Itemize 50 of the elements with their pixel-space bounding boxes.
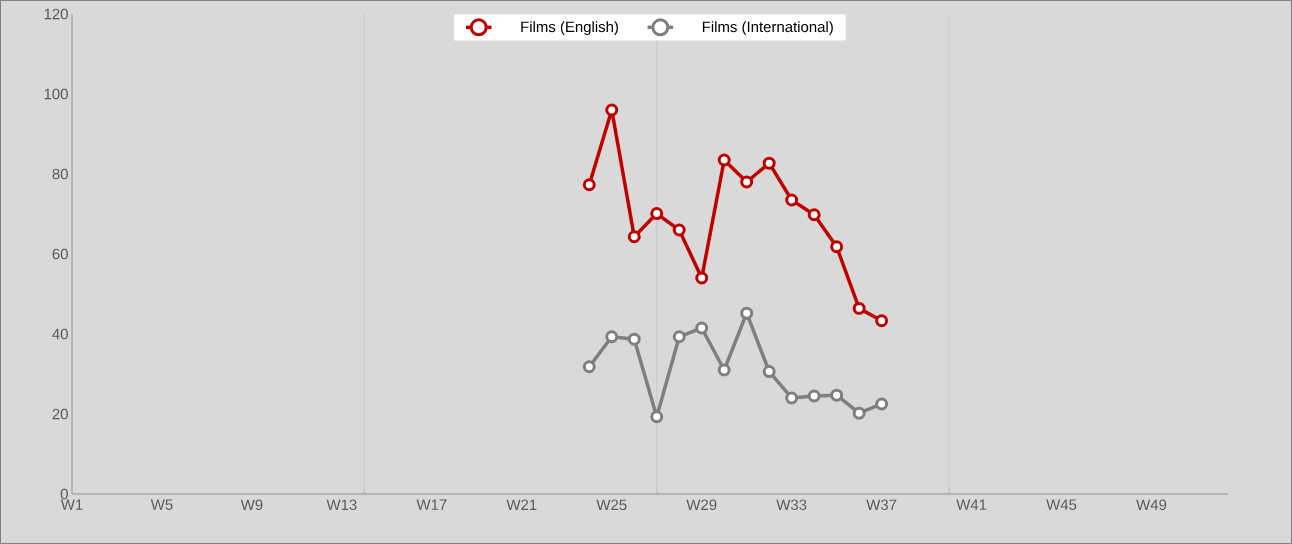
point	[762, 156, 776, 170]
legend-label: Films (International)	[702, 21, 833, 36]
x-tick-label: W5	[150, 499, 173, 510]
point	[875, 397, 889, 411]
x-tick-label: W1	[60, 499, 83, 510]
point	[582, 360, 596, 374]
x-tick-label: W9	[240, 499, 263, 511]
x-tick-label: W17	[416, 499, 447, 510]
point	[717, 363, 731, 377]
x-tick-label: W33	[776, 499, 807, 511]
point	[852, 301, 866, 315]
x-tick-label: W41	[956, 499, 987, 510]
point	[830, 388, 844, 402]
point	[605, 330, 619, 344]
x-tick-label: W25	[596, 499, 627, 511]
point	[740, 306, 754, 320]
point	[672, 330, 686, 344]
y-tick-label: 20	[52, 408, 68, 420]
x-tick-label: W45	[1046, 499, 1077, 510]
point	[852, 406, 866, 420]
y-tick-label: 120	[44, 8, 68, 20]
point	[695, 271, 709, 285]
y-tick-label: 100	[44, 88, 68, 100]
point	[582, 178, 596, 192]
y-tick-label: 40	[52, 328, 68, 340]
point	[740, 175, 754, 189]
point	[717, 153, 731, 167]
x-tick-label: W29	[686, 499, 717, 511]
y-tick-label: 60	[52, 248, 68, 260]
point	[627, 332, 641, 346]
y-tick-label: 0	[60, 488, 68, 500]
point	[785, 391, 799, 405]
point	[807, 389, 821, 403]
point	[605, 103, 619, 117]
point	[650, 410, 664, 424]
point	[785, 193, 799, 207]
x-tick-label: W49	[1136, 499, 1167, 511]
point	[650, 207, 664, 221]
point	[762, 365, 776, 379]
point	[830, 240, 844, 254]
x-tick-label: W37	[866, 499, 897, 511]
x-tick-label: W13	[326, 499, 357, 511]
point	[807, 208, 821, 222]
x-tick-label: W21	[506, 499, 537, 510]
point	[695, 321, 709, 335]
point	[627, 230, 641, 244]
point	[672, 223, 686, 237]
y-tick-label: 80	[52, 168, 68, 180]
legend-label: Films (English)	[521, 21, 618, 36]
point	[875, 314, 889, 328]
